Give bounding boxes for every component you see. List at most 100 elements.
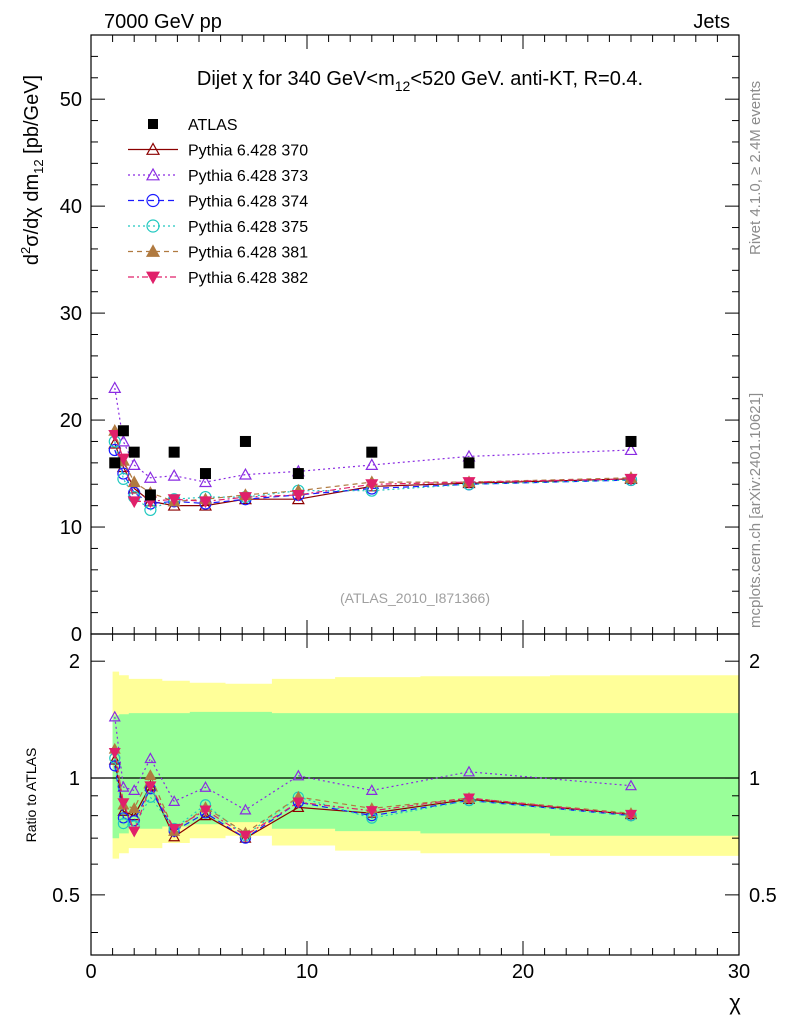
title-chi: χ bbox=[243, 68, 254, 90]
legend-marker bbox=[145, 271, 161, 285]
ratio-point-s370 bbox=[199, 809, 212, 821]
point-s370 bbox=[291, 492, 305, 505]
main-plot-content bbox=[108, 381, 638, 517]
point-s370 bbox=[198, 498, 212, 511]
source-url-label: mcplots.cern.ch [arXiv:2401.10621] bbox=[747, 393, 764, 628]
ylabel-sub: 12 bbox=[31, 159, 46, 173]
plot-title: Dijet χ for 340 GeV<m12<520 GeV. anti-KT… bbox=[197, 68, 643, 94]
legend-label: Pythia 6.428 382 bbox=[188, 270, 308, 287]
data-point-atlas bbox=[199, 468, 211, 480]
point-s382 bbox=[167, 494, 181, 506]
rivet-version-label: Rivet 4.1.0, ≥ 2.4M events bbox=[747, 81, 764, 255]
legend-label: Pythia 6.428 381 bbox=[188, 245, 308, 262]
header-process-label: Jets bbox=[693, 11, 730, 33]
ratio-y-tick-label-right: 0.5 bbox=[749, 885, 777, 907]
main-y-tick-label: 30 bbox=[60, 303, 82, 325]
ratio-point-s374 bbox=[109, 760, 121, 772]
ratio-point-s370 bbox=[239, 831, 252, 843]
title-part3: <520 GeV. anti-KT, R=0.4. bbox=[410, 68, 643, 90]
point-s373 bbox=[198, 475, 212, 488]
data-point-atlas bbox=[168, 446, 180, 458]
point-s382 bbox=[116, 453, 130, 466]
point-s382 bbox=[198, 496, 212, 509]
series-line-s375 bbox=[114, 441, 632, 511]
legend-label: Pythia 6.428 370 bbox=[188, 143, 308, 160]
point-s381 bbox=[127, 475, 141, 488]
ylabel-mid: σ/dχ dm bbox=[21, 174, 43, 247]
ratio-point-s370 bbox=[168, 830, 181, 842]
point-s373 bbox=[238, 467, 252, 480]
series-line-s381 bbox=[114, 430, 632, 503]
point-s370 bbox=[108, 436, 122, 449]
x-tick-label: 30 bbox=[728, 961, 750, 983]
analysis-watermark: (ATLAS_2010_I871366) bbox=[340, 590, 490, 606]
ratio-point-s370 bbox=[108, 753, 121, 765]
ratio-point-s373 bbox=[108, 710, 121, 722]
ratio-point-s382 bbox=[462, 793, 476, 805]
legend-marker bbox=[148, 119, 158, 129]
ratio-point-s382 bbox=[108, 748, 121, 759]
main-y-tick-label: 50 bbox=[60, 89, 82, 111]
ratio-point-s382 bbox=[365, 806, 378, 817]
ratio-point-s373 bbox=[128, 784, 141, 795]
point-s382 bbox=[624, 473, 638, 486]
title-part1: Dijet bbox=[197, 68, 243, 90]
ratio-line-s373 bbox=[114, 716, 632, 811]
main-y-tick-label: 40 bbox=[60, 196, 82, 218]
main-y-tick-label: 20 bbox=[60, 410, 82, 432]
ratio-point-s382 bbox=[199, 805, 212, 817]
point-s373 bbox=[624, 443, 638, 456]
point-s373 bbox=[143, 471, 157, 483]
ratio-point-s382 bbox=[292, 797, 305, 809]
ratio-point-s373 bbox=[365, 784, 378, 795]
x-tick-label: 0 bbox=[85, 961, 96, 983]
legend-marker bbox=[145, 167, 161, 181]
ratio-y-tick-label-left: 1 bbox=[69, 768, 80, 790]
ratio-point-s373 bbox=[199, 781, 212, 792]
ratio-point-s373 bbox=[462, 765, 476, 777]
ratio-point-s382 bbox=[624, 809, 638, 821]
data-point-atlas bbox=[625, 435, 637, 447]
series-line-s373 bbox=[114, 387, 632, 483]
header-energy-label: 7000 GeV pp bbox=[104, 11, 222, 33]
point-s382 bbox=[127, 496, 141, 509]
data-point-atlas bbox=[366, 446, 378, 458]
ratio-point-s381 bbox=[144, 769, 157, 781]
ratio-point-s382 bbox=[168, 823, 181, 835]
point-s382 bbox=[108, 430, 122, 442]
data-point-atlas bbox=[128, 446, 140, 458]
legend-marker bbox=[145, 244, 161, 257]
point-s373 bbox=[365, 458, 379, 470]
ratio-y-tick-label-right: 1 bbox=[749, 768, 760, 790]
x-tick-label: 10 bbox=[296, 961, 318, 983]
ratio-point-s373 bbox=[144, 752, 157, 764]
point-s373 bbox=[127, 458, 141, 470]
main-y-tick-label: 10 bbox=[60, 517, 82, 539]
ratio-point-s381 bbox=[128, 802, 141, 813]
data-point-atlas bbox=[239, 435, 251, 447]
x-tick-label: 20 bbox=[512, 961, 534, 983]
ratio-point-s382 bbox=[128, 826, 141, 838]
data-point-atlas bbox=[144, 489, 156, 501]
ratio-inner-band bbox=[112, 711, 740, 839]
ratio-point-s373 bbox=[624, 779, 638, 791]
ratio-point-s382 bbox=[117, 798, 130, 810]
main-y-tick-label: 0 bbox=[71, 624, 82, 646]
ratio-point-s382 bbox=[239, 830, 252, 842]
ylabel-sup: 2 bbox=[18, 247, 33, 254]
ylabel-units: [pb/GeV] bbox=[21, 75, 43, 160]
ylabel-d: d bbox=[21, 254, 43, 265]
legend: ATLAS Pythia 6.428 370 Pythia 6.428 373 Pyt… bbox=[128, 117, 308, 287]
legend-marker bbox=[145, 142, 161, 155]
ratio-y-axis-label: Ratio to ATLAS bbox=[23, 748, 39, 843]
ratio-plot-content bbox=[108, 710, 638, 844]
ratio-point-s373 bbox=[239, 803, 252, 815]
ratio-point-s375 bbox=[117, 817, 130, 830]
ratio-uncertainty-bands bbox=[91, 671, 740, 859]
legend-label: Pythia 6.428 375 bbox=[188, 219, 308, 236]
ratio-point-s375 bbox=[144, 791, 156, 803]
main-y-axis-label: d2σ/dχ dm12 [pb/GeV] bbox=[18, 75, 46, 265]
ratio-point-s373 bbox=[168, 795, 181, 806]
legend-label: Pythia 6.428 373 bbox=[188, 168, 308, 185]
point-s373 bbox=[108, 381, 122, 393]
